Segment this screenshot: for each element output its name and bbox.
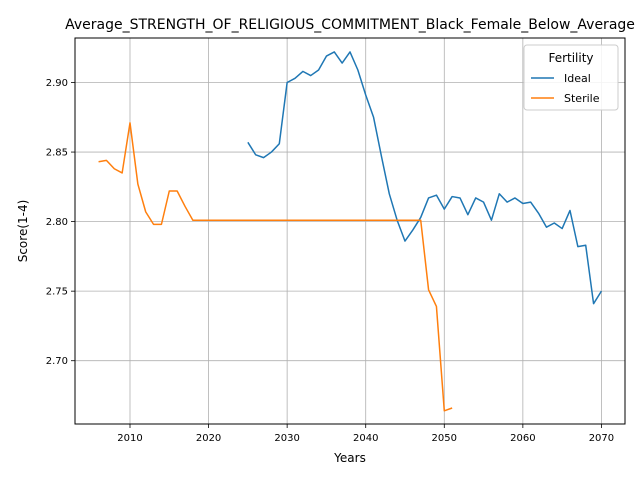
y-axis-label: Score(1-4) [16,200,30,263]
x-axis: 2010 2020 2030 2040 2050 2060 2070 [117,424,614,444]
x-tick-label: 2050 [432,433,457,444]
legend-title: Fertility [548,51,593,65]
plot-frame [74,37,626,425]
x-tick-label: 2060 [510,433,535,444]
x-tick-label: 2040 [353,433,378,444]
y-axis: 2.70 2.75 2.80 2.85 2.90 [46,78,75,367]
y-tick-label: 2.85 [46,148,68,159]
chart-title: Average_STRENGTH_OF_RELIGIOUS_COMMITMENT… [65,17,635,33]
y-tick-label: 2.75 [46,287,68,298]
legend-box [523,44,619,111]
series-lines [98,51,603,412]
series-line-ideal [247,51,603,305]
legend-label-ideal: Ideal [564,72,591,85]
legend: Fertility Ideal Sterile [523,44,619,111]
y-tick-label: 2.90 [46,78,68,89]
series-line-sterile [98,122,453,412]
legend-label-sterile: Sterile [564,92,600,105]
legend-items: Ideal Sterile [531,72,600,105]
x-axis-label: Years [333,451,366,465]
y-tick-label: 2.70 [46,356,68,367]
grid-lines [75,38,625,424]
x-tick-label: 2030 [274,433,299,444]
x-tick-label: 2020 [196,433,221,444]
x-tick-label: 2010 [117,433,142,444]
y-tick-label: 2.80 [46,217,68,228]
x-tick-label: 2070 [589,433,614,444]
